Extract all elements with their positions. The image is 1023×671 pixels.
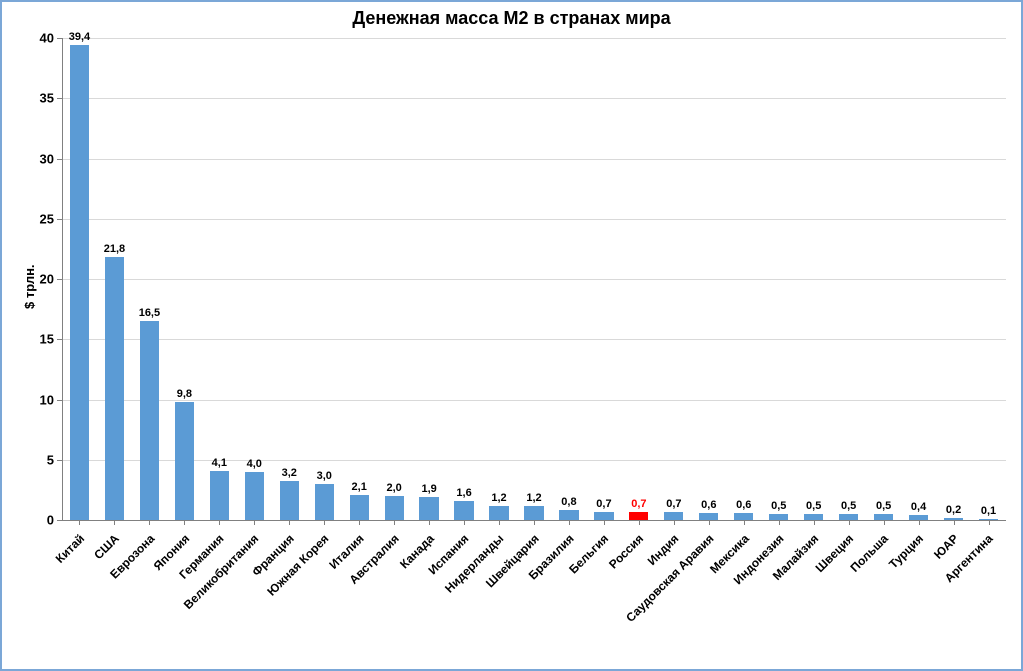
bar — [419, 497, 438, 520]
bar-value-label: 4,1 — [212, 457, 227, 469]
x-category-label: США — [91, 530, 123, 562]
bar — [559, 510, 578, 520]
x-tick-mark — [954, 520, 955, 525]
bar — [489, 506, 508, 520]
bar — [454, 501, 473, 520]
bar — [350, 495, 369, 520]
gridline — [62, 38, 1006, 39]
bar — [594, 512, 613, 520]
bar-value-label: 0,1 — [981, 505, 996, 517]
x-tick-mark — [709, 520, 710, 525]
bar-value-label: 0,6 — [736, 499, 751, 511]
bar — [664, 512, 683, 520]
x-tick-mark — [779, 520, 780, 525]
x-tick-mark — [149, 520, 150, 525]
bar-value-label: 0,6 — [701, 499, 716, 511]
gridline — [62, 279, 1006, 280]
bar-value-label: 1,9 — [421, 483, 436, 495]
bar — [140, 321, 159, 520]
bar — [385, 496, 404, 520]
x-tick-mark — [499, 520, 500, 525]
bar-value-label: 2,1 — [352, 481, 367, 493]
bar-value-label: 1,6 — [456, 487, 471, 499]
bar-value-label: 9,8 — [177, 388, 192, 400]
bar-value-label: 4,0 — [247, 458, 262, 470]
plot-area: 051015202530354039,4Китай21,8США16,5Евро… — [62, 38, 1006, 520]
x-tick-mark — [429, 520, 430, 525]
x-tick-mark — [79, 520, 80, 525]
x-tick-mark — [674, 520, 675, 525]
bar — [315, 484, 334, 520]
bar-value-label: 0,8 — [561, 496, 576, 508]
bar — [105, 257, 124, 520]
x-tick-mark — [569, 520, 570, 525]
x-tick-mark — [884, 520, 885, 525]
x-tick-mark — [289, 520, 290, 525]
bar-value-label: 16,5 — [139, 307, 160, 319]
x-tick-mark — [254, 520, 255, 525]
x-tick-mark — [604, 520, 605, 525]
x-tick-mark — [849, 520, 850, 525]
bar-value-label: 0,7 — [631, 498, 646, 510]
bar-value-label: 1,2 — [491, 492, 506, 504]
chart-title: Денежная масса М2 в странах мира — [2, 8, 1021, 29]
bar — [70, 45, 89, 520]
bar-value-label: 1,2 — [526, 492, 541, 504]
bar-value-label: 0,7 — [596, 498, 611, 510]
x-tick-mark — [919, 520, 920, 525]
x-tick-mark — [814, 520, 815, 525]
bar-value-label: 3,0 — [317, 470, 332, 482]
bar — [629, 512, 648, 520]
x-tick-mark — [744, 520, 745, 525]
x-tick-mark — [394, 520, 395, 525]
x-tick-mark — [324, 520, 325, 525]
x-tick-mark — [114, 520, 115, 525]
x-tick-mark — [534, 520, 535, 525]
bar — [699, 513, 718, 520]
x-tick-mark — [989, 520, 990, 525]
bar — [280, 481, 299, 520]
bar-value-label: 3,2 — [282, 467, 297, 479]
bar-value-label: 2,0 — [386, 482, 401, 494]
bar-value-label: 21,8 — [104, 243, 125, 255]
x-category-label: Россия — [606, 530, 647, 571]
x-category-label: Турция — [886, 530, 927, 571]
x-category-label: Южная Корея — [265, 530, 334, 599]
gridline — [62, 460, 1006, 461]
bar — [210, 471, 229, 520]
x-category-label: ЮАР — [931, 530, 963, 562]
x-tick-mark — [359, 520, 360, 525]
bar — [524, 506, 543, 520]
gridline — [62, 339, 1006, 340]
x-tick-mark — [464, 520, 465, 525]
gridline — [62, 159, 1006, 160]
bar — [245, 472, 264, 520]
gridline — [62, 219, 1006, 220]
bar — [734, 513, 753, 520]
bar-value-label: 0,2 — [946, 504, 961, 516]
bar — [175, 402, 194, 520]
y-axis-line — [62, 38, 63, 520]
bar-value-label: 0,5 — [806, 500, 821, 512]
y-axis-label: $ трлн. — [22, 264, 37, 309]
gridline — [62, 98, 1006, 99]
bar-value-label: 0,5 — [876, 500, 891, 512]
gridline — [62, 400, 1006, 401]
bar-value-label: 0,7 — [666, 498, 681, 510]
bar-value-label: 39,4 — [69, 31, 90, 43]
x-tick-mark — [184, 520, 185, 525]
x-tick-mark — [219, 520, 220, 525]
x-tick-mark — [639, 520, 640, 525]
bar-value-label: 0,5 — [771, 500, 786, 512]
bar-value-label: 0,5 — [841, 500, 856, 512]
chart-frame: Денежная масса М2 в странах мира $ трлн.… — [0, 0, 1023, 671]
bar-value-label: 0,4 — [911, 501, 926, 513]
x-category-label: Китай — [53, 530, 89, 566]
